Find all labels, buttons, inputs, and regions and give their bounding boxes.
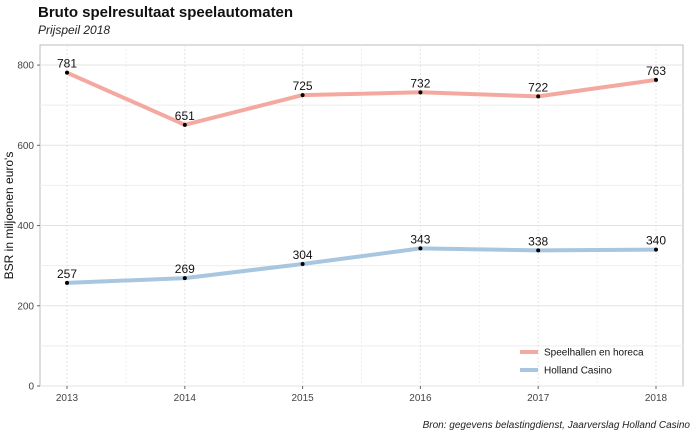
x-tick-label: 2013 [56, 393, 79, 404]
data-point [418, 90, 423, 95]
legend: Speelhallen en horeca Holland Casino [520, 348, 644, 377]
legend-label: Speelhallen en horeca [544, 348, 644, 359]
data-point [418, 246, 423, 251]
data-point [654, 77, 658, 82]
x-tick-label: 2018 [645, 393, 668, 404]
data-label: 732 [410, 76, 430, 90]
data-label: 725 [293, 79, 313, 93]
x-tick-label: 2015 [291, 393, 314, 404]
y-tick-label: 400 [17, 221, 34, 232]
x-tick-label: 2014 [174, 393, 197, 404]
data-point [182, 122, 187, 127]
data-point [536, 94, 541, 99]
data-label: 257 [57, 267, 77, 281]
data-label: 763 [646, 64, 666, 78]
y-tick-label: 600 [17, 141, 34, 152]
chart-caption: Bron: gegevens belastingdienst, Jaarvers… [422, 420, 690, 431]
data-point [654, 247, 658, 252]
legend-item-1: Holland Casino [520, 366, 612, 377]
axes: 0 200 400 600 800 2013 2014 2015 2016 2017 2018 BSR… [2, 61, 668, 404]
data-point [536, 248, 541, 253]
data-label: 781 [57, 57, 77, 71]
y-tick-label: 0 [28, 382, 34, 393]
series-1: 257 269 304 343 338 340 [57, 232, 666, 285]
x-tick-label: 2016 [409, 393, 432, 404]
chart-title: Bruto spelresultaat speelautomaten [38, 4, 294, 21]
legend-item-0: Speelhallen en horeca [520, 348, 644, 359]
series-line [65, 246, 658, 285]
data-label: 304 [293, 248, 313, 262]
legend-label: Holland Casino [544, 366, 612, 377]
data-point [300, 93, 305, 98]
data-label: 340 [646, 234, 666, 248]
data-label: 722 [528, 80, 548, 94]
data-point [300, 262, 305, 267]
data-point [182, 276, 187, 281]
y-tick-label: 800 [17, 61, 34, 72]
x-tick-label: 2017 [527, 393, 550, 404]
data-point [65, 70, 69, 75]
data-label: 338 [528, 234, 548, 248]
y-axis-title: BSR in miljoenen euro's [2, 152, 16, 280]
series-line [65, 70, 658, 127]
y-tick-label: 200 [17, 301, 34, 312]
data-point [65, 280, 69, 285]
chart-subtitle: Prijspeil 2018 [38, 23, 111, 37]
series-0: 781 651 725 732 722 763 [57, 57, 666, 127]
series: 781 651 725 732 722 763 257 269 304 343 338 340 [57, 57, 666, 285]
data-label: 651 [175, 109, 195, 123]
data-label: 343 [410, 232, 430, 246]
data-label: 269 [175, 262, 195, 276]
grid [39, 44, 684, 387]
